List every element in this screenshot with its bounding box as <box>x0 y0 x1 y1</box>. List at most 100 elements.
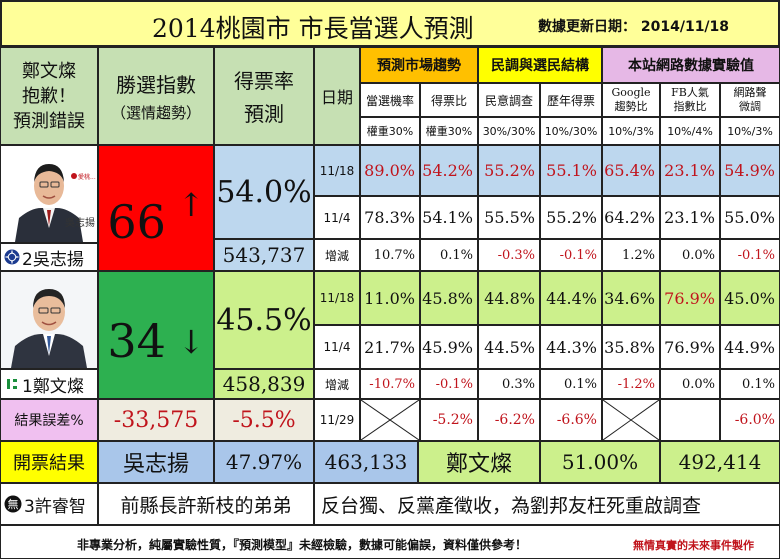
group-internet-header: 本站網路數據實驗值 <box>602 47 780 83</box>
footer-disclaimer: 非專業分析，純屬實驗性質，『預測模型』未經檢驗，數據可能偏誤，資料僅供參考！ <box>77 538 528 552</box>
candidate-c-label: 3許睿智 <box>24 496 86 517</box>
date-label: 日期 <box>320 88 353 107</box>
row-date: 增減 <box>314 369 360 399</box>
footer-brand: 無情真實的未來事件製作 <box>633 539 754 552</box>
data-cell: 55.5% <box>478 196 540 239</box>
data-cell: 44.8% <box>478 271 540 325</box>
subheader-poll: 民意調查 <box>478 83 540 117</box>
error-cell: -6.2% <box>478 399 540 441</box>
data-cell: -0.1% <box>720 239 780 271</box>
data-cell: -10.7% <box>360 369 420 399</box>
crossed-out-mark <box>361 400 419 440</box>
data-cell: 1.2% <box>602 239 660 271</box>
group-market-header: 預測市場趨勢 <box>360 47 478 83</box>
data-cell: 76.9% <box>660 325 720 369</box>
candidate-a-photo: 愛桃... 吳志揚 <box>0 145 98 243</box>
party-c-icon: 無 <box>4 495 22 513</box>
candidate-a-index-value: 66 <box>107 195 166 249</box>
svg-text:無: 無 <box>8 497 19 511</box>
win-index-label: 勝選指數 <box>116 73 196 97</box>
candidate-a-rate: 54.0% <box>214 145 314 239</box>
row-date: 11/4 <box>314 325 360 369</box>
subheader-market-prob: 當選機率 <box>360 83 420 117</box>
apology-line-3: 預測錯誤 <box>13 110 85 132</box>
candidate-a-votes-value: 543,737 <box>222 243 306 267</box>
candidate-a-portrait-image: 愛桃... 吳志揚 <box>1 146 97 242</box>
svg-text:吳志揚: 吳志揚 <box>65 216 95 229</box>
data-cell: 45.0% <box>720 271 780 325</box>
data-cell: 0.0% <box>660 369 720 399</box>
group-survey-label: 民調與選民結構 <box>491 58 589 74</box>
weight-cell: 10%/4% <box>660 117 720 145</box>
candidate-a-name: 2吳志揚 <box>0 243 98 271</box>
data-cell: 64.2% <box>602 196 660 239</box>
date-header: 日期 <box>314 47 360 145</box>
data-cell: 0.1% <box>420 239 478 271</box>
candidate-b-rate-value: 45.5% <box>216 302 312 338</box>
subheader-market-ratio: 得票比 <box>420 83 478 117</box>
data-cell: 54.2% <box>420 145 478 196</box>
data-cell: 76.9% <box>660 271 720 325</box>
data-cell: 55.2% <box>540 196 602 239</box>
data-cell: 44.5% <box>478 325 540 369</box>
data-cell: 44.3% <box>540 325 602 369</box>
data-cell: 54.1% <box>420 196 478 239</box>
result-name-b: 鄭文燦 <box>418 441 540 483</box>
data-cell: 45.8% <box>420 271 478 325</box>
data-cell: 89.0% <box>360 145 420 196</box>
vote-rate-header: 得票率 預測 <box>214 47 314 145</box>
row-date: 11/4 <box>314 196 360 239</box>
candidate-a-win-index: 66 ↑ <box>98 145 214 271</box>
candidate-b-index-value: 34 <box>107 314 166 368</box>
error-cell: -6.0% <box>720 399 780 441</box>
data-cell: 78.3% <box>360 196 420 239</box>
data-cell: 23.1% <box>660 196 720 239</box>
result-rate-a: 47.97% <box>214 441 314 483</box>
apology-note: 鄭文燦 抱歉！ 預測錯誤 <box>0 47 98 145</box>
result-votes-a: 463,133 <box>314 441 418 483</box>
error-cell <box>360 399 420 441</box>
candidate-b-win-index: 34 ↓ <box>98 271 214 399</box>
trend-up-icon: ↑ <box>177 186 205 224</box>
data-cell: 0.0% <box>660 239 720 271</box>
result-rate-b: 51.00% <box>540 441 660 483</box>
title-bar: 2014桃園市 市長當選人預測 數據更新日期： 2014/11/18 <box>0 0 780 47</box>
data-cell: 23.1% <box>660 145 720 196</box>
error-cell <box>602 399 660 441</box>
data-cell: 65.4% <box>602 145 660 196</box>
svg-text:愛桃...: 愛桃... <box>78 173 96 181</box>
data-cell: 11.0% <box>360 271 420 325</box>
subheader-google: Google 趨勢比 <box>602 83 660 117</box>
data-cell: 0.1% <box>540 369 602 399</box>
data-cell: 44.9% <box>720 325 780 369</box>
row-date: 11/18 <box>314 145 360 196</box>
candidate-b-label: 1鄭文燦 <box>22 376 84 397</box>
update-date: 數據更新日期： 2014/11/18 <box>538 19 730 35</box>
result-name-a: 吳志揚 <box>98 441 214 483</box>
data-cell: 55.2% <box>478 145 540 196</box>
trend-down-icon: ↓ <box>177 323 205 361</box>
data-cell: 45.9% <box>420 325 478 369</box>
data-cell: 34.6% <box>602 271 660 325</box>
page-title: 2014桃園市 市長當選人預測 <box>152 14 474 43</box>
kmt-party-icon <box>4 249 20 265</box>
weight-cell: 權重30% <box>360 117 420 145</box>
data-cell: 54.9% <box>720 145 780 196</box>
data-cell: 55.0% <box>720 196 780 239</box>
weight-cell: 10%/3% <box>720 117 780 145</box>
candidate-b-name: 1鄭文燦 <box>0 369 98 399</box>
data-cell: 21.7% <box>360 325 420 369</box>
vote-rate-sublabel: 預測 <box>244 102 284 126</box>
candidate-a-rate-value: 54.0% <box>216 174 312 210</box>
data-cell: 10.7% <box>360 239 420 271</box>
subheader-net: 網路聲 微調 <box>720 83 780 117</box>
data-cell: 44.4% <box>540 271 602 325</box>
result-votes-b: 492,414 <box>660 441 780 483</box>
subheader-fb: FB人氣 指數比 <box>660 83 720 117</box>
footer-bar: 非專業分析，純屬實驗性質，『預測模型』未經檢驗，數據可能偏誤，資料僅供參考！ 無… <box>0 525 780 559</box>
weight-cell: 10%/3% <box>602 117 660 145</box>
data-cell: -1.2% <box>602 369 660 399</box>
apology-line-2: 抱歉！ <box>22 85 76 107</box>
row-date: 增減 <box>314 239 360 271</box>
